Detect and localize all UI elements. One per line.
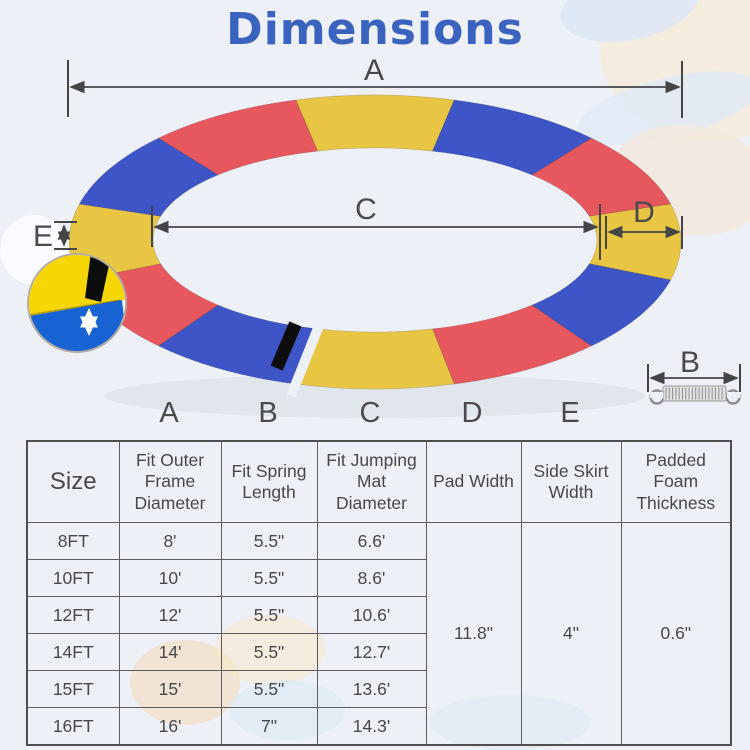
dim-d-label: D bbox=[633, 196, 655, 229]
cell-spring: 5.5" bbox=[220, 559, 318, 597]
header-size: Size bbox=[26, 440, 120, 523]
cell-spring: 5.5" bbox=[220, 633, 318, 671]
table-header-row: Size Fit Outer Frame Diameter Fit Spring… bbox=[26, 440, 732, 523]
pad-gap bbox=[286, 316, 327, 398]
header-pad-width: Pad Width bbox=[425, 440, 522, 523]
dim-c bbox=[151, 204, 601, 260]
cell-mat: 13.6' bbox=[316, 670, 427, 708]
pad-segment bbox=[295, 94, 455, 152]
table-row: 12FT 12' 5.5" 10.6' bbox=[26, 596, 731, 634]
spring-icon bbox=[649, 385, 741, 405]
header-side-skirt: Side Skirt Width bbox=[520, 440, 622, 523]
cell-size: 15FT bbox=[26, 670, 120, 708]
pad-segment bbox=[157, 99, 319, 176]
velcro-strip bbox=[270, 321, 302, 371]
cell-frame: 15' bbox=[118, 670, 222, 708]
cell-spring: 5.5" bbox=[220, 522, 318, 560]
table-row: 16FT 16' 7" 14.3' bbox=[26, 707, 731, 746]
cell-mat: 14.3' bbox=[316, 707, 427, 746]
cell-side-skirt: 4" bbox=[520, 522, 622, 746]
cell-frame: 14' bbox=[118, 633, 222, 671]
dim-e-label: E bbox=[33, 220, 53, 253]
header-mat-diameter: Fit Jumping Mat Diameter bbox=[316, 440, 427, 523]
cell-pad-width: 11.8" bbox=[425, 522, 522, 746]
cell-frame: 12' bbox=[118, 596, 222, 634]
cell-frame: 16' bbox=[118, 707, 222, 746]
page-title: Dimensions bbox=[226, 4, 524, 55]
dim-a bbox=[67, 60, 683, 118]
cell-frame: 10' bbox=[118, 559, 222, 597]
dim-c-label: C bbox=[355, 193, 377, 226]
column-letter-c: C bbox=[359, 397, 381, 429]
cell-size: 12FT bbox=[26, 596, 120, 634]
table-row: 15FT 15' 5.5" 13.6' bbox=[26, 670, 731, 708]
header-spring-length: Fit Spring Length bbox=[220, 440, 318, 523]
cell-foam-thickness: 0.6" bbox=[620, 522, 732, 746]
column-letter-d: D bbox=[461, 397, 483, 429]
cell-spring: 7" bbox=[220, 707, 318, 746]
table-row: 14FT 14' 5.5" 12.7' bbox=[26, 633, 731, 671]
header-frame-diameter: Fit Outer Frame Diameter bbox=[118, 440, 222, 523]
cell-size: 16FT bbox=[26, 707, 120, 746]
cell-size: 8FT bbox=[26, 522, 120, 560]
dimension-diagram: A C D E B bbox=[27, 54, 741, 418]
cell-mat: 6.6' bbox=[316, 522, 427, 560]
pad-segment bbox=[295, 328, 455, 390]
cell-spring: 5.5" bbox=[220, 596, 318, 634]
pad-thickness-inset bbox=[27, 253, 127, 353]
cell-mat: 8.6' bbox=[316, 559, 427, 597]
header-foam-thickness: Padded Foam Thickness bbox=[620, 440, 732, 523]
cell-mat: 12.7' bbox=[316, 633, 427, 671]
column-letter-e: E bbox=[560, 397, 580, 429]
column-letter-a: A bbox=[159, 397, 179, 429]
dim-b bbox=[647, 364, 741, 392]
dim-d bbox=[605, 216, 683, 249]
column-letter-b: B bbox=[258, 397, 278, 429]
inset-velcro bbox=[85, 255, 111, 302]
cell-spring: 5.5" bbox=[220, 670, 318, 708]
ring-shadow bbox=[105, 374, 645, 418]
cell-size: 14FT bbox=[26, 633, 120, 671]
dim-b-label: B bbox=[680, 346, 700, 379]
cell-mat: 10.6' bbox=[316, 596, 427, 634]
dim-e bbox=[54, 221, 77, 250]
table-column-letters: A B C D E bbox=[0, 397, 750, 431]
dim-a-label: A bbox=[364, 54, 384, 87]
cell-size: 10FT bbox=[26, 559, 120, 597]
pad-ring bbox=[68, 94, 682, 390]
size-table: Size Fit Outer Frame Diameter Fit Spring… bbox=[26, 440, 732, 746]
table-row: 8FT 8' 5.5" 6.6' 11.8" 4" 0.6" bbox=[26, 522, 732, 746]
cell-frame: 8' bbox=[118, 522, 222, 560]
